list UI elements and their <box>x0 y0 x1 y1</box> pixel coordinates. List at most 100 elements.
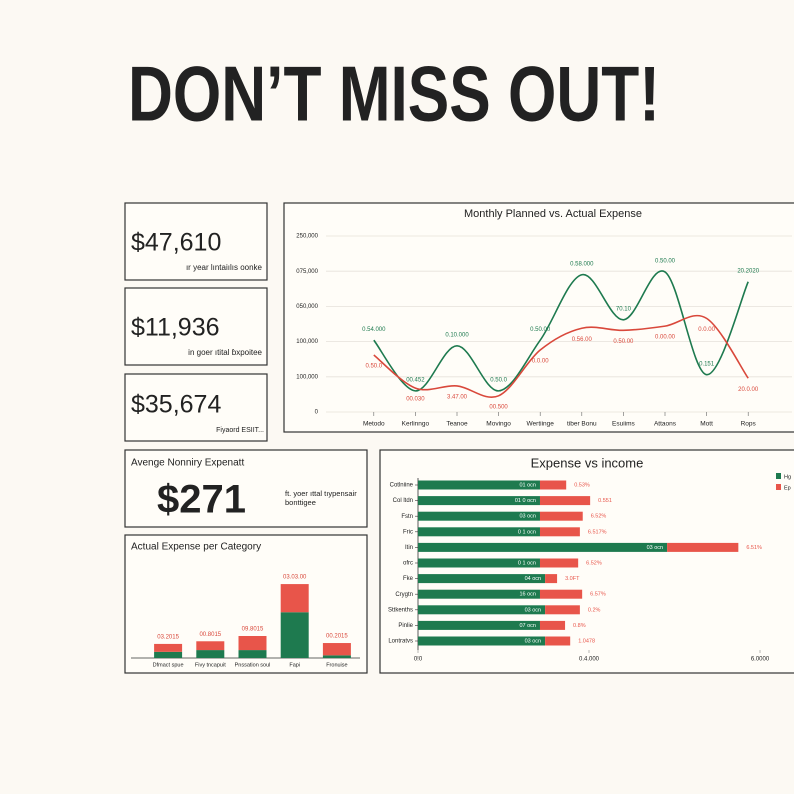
bar-segment <box>196 650 225 658</box>
bar-segment <box>280 584 309 613</box>
data-label: 20.0.00 <box>738 387 759 393</box>
data-label: 0.551 <box>598 498 612 504</box>
bar-segment <box>539 527 580 537</box>
data-label: 00.8015 <box>199 632 221 638</box>
x-tick-label: Wertiinge <box>527 421 555 428</box>
average-caption: bonttigee <box>285 498 316 507</box>
data-label: 0.50.0 <box>365 364 382 370</box>
data-label: 00.030 <box>406 397 425 403</box>
data-label: 0.2% <box>588 607 601 613</box>
x-tick-label: Fronuise <box>326 662 347 668</box>
data-label: 0.50.00 <box>530 327 551 333</box>
y-tick-label: Pinlie <box>398 623 413 629</box>
kpi-card <box>124 287 268 366</box>
data-label: 0.00.00 <box>655 335 676 341</box>
data-label: 0.8% <box>573 623 586 629</box>
x-tick-label: tiber Bonu <box>567 421 597 428</box>
bar-segment <box>539 589 583 599</box>
data-label: 0.50.00 <box>613 339 634 345</box>
y-tick-label: 250,000 <box>296 234 318 240</box>
x-tick-label: Esuiims <box>612 421 636 428</box>
y-tick-label: 100,000 <box>296 374 318 380</box>
data-label: 0.53% <box>574 482 590 488</box>
data-label: 20.2020 <box>737 268 759 274</box>
data-label: 0.10.000 <box>445 332 469 338</box>
x-tick-label: Dfmact spue <box>153 662 184 668</box>
x-tick-label: Rops <box>741 421 757 428</box>
bar-segment <box>418 620 540 630</box>
data-label: 6.51% <box>746 545 762 551</box>
y-tick-label: 100,000 <box>296 339 318 345</box>
data-label: 0.50.00 <box>655 258 676 264</box>
bar-segment <box>238 636 267 651</box>
data-label: 3.47.00 <box>447 395 468 401</box>
average-caption: ft. yoer ıttal tıypensair <box>285 489 357 498</box>
data-label: 0 1 ocn <box>518 529 536 535</box>
bar-segment <box>322 655 351 658</box>
kpi-card <box>124 373 268 442</box>
data-label: 70.10 <box>616 306 632 312</box>
bar-segment <box>539 620 566 630</box>
bar-segment <box>539 558 579 568</box>
bar-segment <box>418 527 540 537</box>
kpi-card <box>124 202 268 281</box>
bar-segment <box>539 480 567 490</box>
x-tick-label: Fivy tncapuit <box>195 662 226 668</box>
line-series <box>373 270 749 392</box>
bar-segment <box>545 574 558 584</box>
data-label: 03 ocn <box>647 545 664 551</box>
y-tick-label: ofrc <box>403 561 413 567</box>
bar-segment <box>196 641 225 651</box>
bar-segment <box>154 643 183 652</box>
y-tick-label: Sttkenths <box>388 607 413 613</box>
bar-segment <box>418 511 540 521</box>
y-tick-label: Col ltdn <box>393 498 413 504</box>
kpi-value: $35,674 <box>131 391 221 419</box>
kpi-caption: in goer ıtital ɓxpoitee <box>188 348 262 357</box>
y-tick-label: Fke <box>403 576 414 582</box>
data-label: 01 ocn <box>519 482 536 488</box>
x-tick-label: Movingo <box>486 421 511 428</box>
y-tick-label: 050,000 <box>296 304 318 310</box>
data-label: 03 ocn <box>519 514 536 520</box>
kpi-caption: Fiyaord ESIIT... <box>216 427 264 434</box>
data-label: 03 ocn <box>525 638 542 644</box>
bar-segment <box>280 612 309 658</box>
average-title: Avenge Nonniry Expenatt <box>131 458 244 469</box>
x-tick-label: Attaons <box>654 421 677 428</box>
headline: DON’T MISS OUT! <box>128 50 660 138</box>
bar-segment <box>418 605 546 615</box>
legend-label: Ep <box>784 485 791 491</box>
data-label: 00.452 <box>406 377 425 383</box>
data-label: 0.58.000 <box>570 261 594 267</box>
data-label: 03.03.00 <box>283 575 307 581</box>
chart-title: Expense vs income <box>531 455 644 470</box>
bar-segment <box>539 496 591 506</box>
bar-segment <box>322 643 351 656</box>
legend-swatch <box>776 484 781 490</box>
chart-title: Monthly Planned vs. Actual Expense <box>464 208 642 220</box>
bar-segment <box>154 651 183 658</box>
y-tick-label: Lontratvs <box>388 639 413 645</box>
data-label: 0.0.00 <box>698 327 715 333</box>
bar-segment <box>238 650 267 658</box>
data-label: 09.8015 <box>242 627 264 633</box>
data-label: 00.500 <box>489 404 508 410</box>
x-tick-label: Mott <box>700 421 713 428</box>
chart-title: Actual Expense per Category <box>131 542 261 553</box>
x-tick-label: 6.0000 <box>751 657 770 663</box>
data-label: 0.54.000 <box>362 327 386 333</box>
bar-segment <box>667 542 739 552</box>
kpi-caption: ır year lıntaiılıs oonke <box>186 263 263 272</box>
bar-segment <box>539 511 583 521</box>
bar-segment <box>545 605 580 615</box>
data-label: 3.0FT <box>565 576 580 582</box>
legend-swatch <box>776 473 781 479</box>
line-series <box>373 314 749 398</box>
data-label: 16 ocn <box>519 592 536 598</box>
y-tick-label: 0 <box>315 410 319 416</box>
data-label: 6.517% <box>588 529 607 535</box>
bar-segment <box>545 636 571 646</box>
legend-label: Hg <box>784 474 791 480</box>
